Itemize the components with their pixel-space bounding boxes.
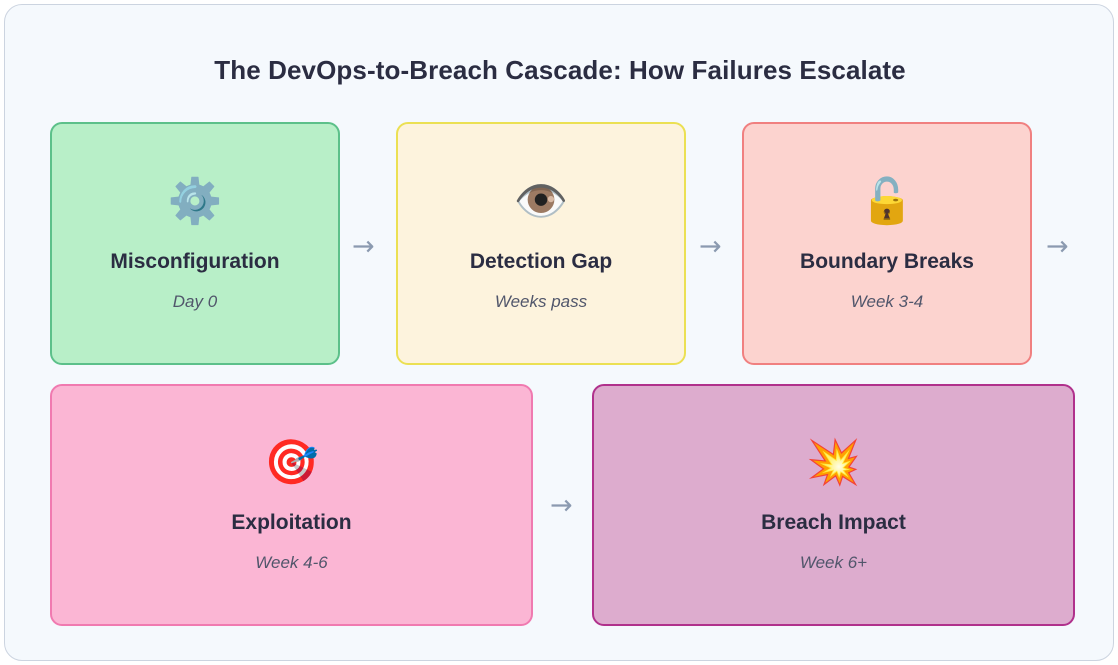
stage-label: Exploitation [231, 511, 352, 534]
flow-stage-breach-impact[interactable]: 💥 Breach Impact Week 6+ [592, 384, 1075, 626]
stage-timing: Week 3-4 [850, 291, 924, 311]
stage-timing: Week 6+ [799, 553, 868, 572]
target-dart-icon: 🎯 [264, 437, 319, 488]
page-title: The DevOps-to-Breach Cascade: How Failur… [214, 55, 906, 85]
flow-stage-detection-gap[interactable]: 👁️ Detection Gap Weeks pass [396, 122, 686, 365]
collision-explosion-icon: 💥 [806, 437, 861, 488]
stage-label: Boundary Breaks [800, 249, 974, 273]
gear-icon: ⚙️ [167, 175, 223, 227]
stage-label: Misconfiguration [110, 249, 280, 273]
flow-arrow-right-icon: → [352, 231, 375, 262]
flow-stage-exploitation[interactable]: 🎯 Exploitation Week 4-6 [50, 384, 533, 626]
flow-stage-misconfiguration[interactable]: ⚙️ Misconfiguration Day 0 [50, 122, 340, 365]
diagram-canvas: The DevOps-to-Breach Cascade: How Failur… [4, 4, 1114, 661]
eye-icon: 👁️ [513, 175, 569, 227]
stage-timing: Week 4-6 [255, 553, 328, 572]
flow-arrow-right-icon: → [699, 231, 722, 262]
stage-timing: Weeks pass [494, 291, 588, 311]
flow-arrow-right-icon: → [550, 490, 573, 521]
flow-stage-boundary-breaks[interactable]: 🔓 Boundary Breaks Week 3-4 [742, 122, 1032, 365]
stage-label: Breach Impact [761, 511, 906, 534]
unlocked-padlock-icon: 🔓 [859, 175, 915, 227]
stage-label: Detection Gap [469, 249, 613, 273]
stage-timing: Day 0 [172, 291, 218, 311]
flow-arrow-right-icon: → [1046, 231, 1069, 262]
